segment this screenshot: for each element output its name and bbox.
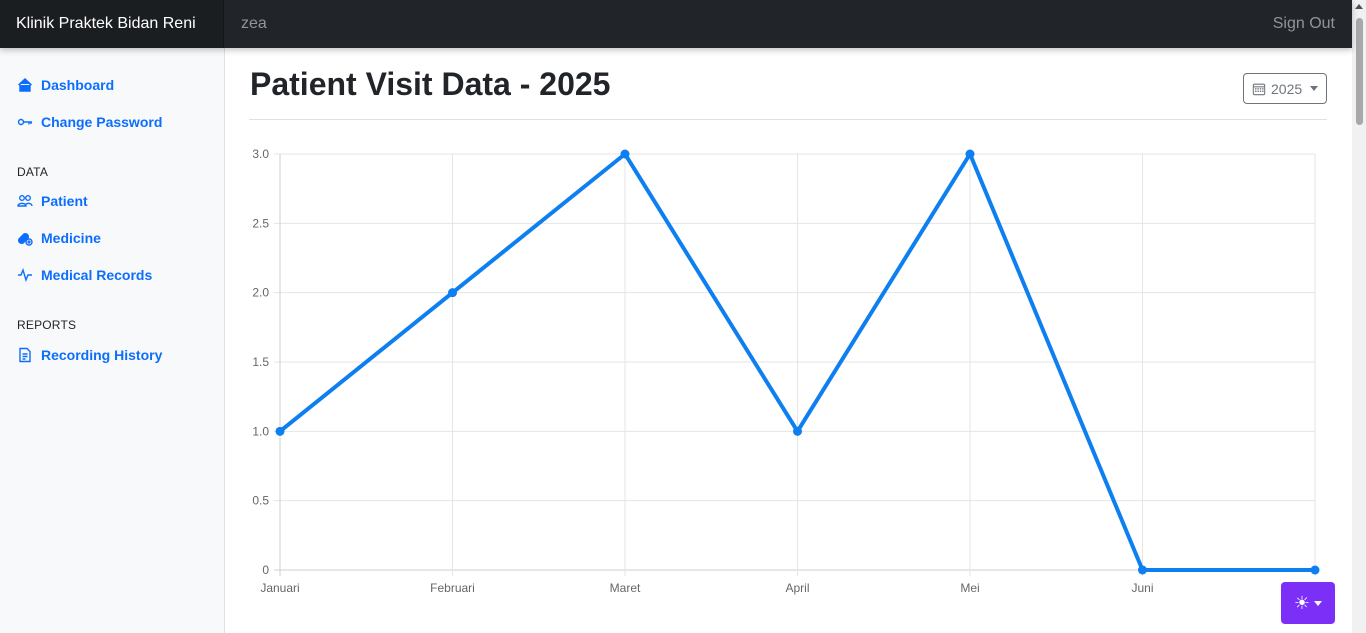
y-tick-label: 2.5 [252, 216, 269, 230]
sidebar-item-label: Dashboard [41, 77, 115, 93]
y-tick-label: 0.5 [252, 494, 269, 508]
file-text-icon [19, 347, 31, 363]
y-tick-label: 0 [262, 563, 269, 577]
page-scrollbar[interactable] [1352, 0, 1366, 633]
patient-visit-chart: 0 0.5 1.0 1.5 2.0 2.5 3.0 Januari Februari Maret A… [252, 147, 1320, 595]
sidebar-item-label: Change Password [41, 114, 163, 130]
divider [249, 119, 1327, 120]
page-title: Patient Visit Data - 2025 [250, 66, 611, 102]
chevron-down-icon [1314, 600, 1323, 606]
scroll-up-arrow-icon[interactable] [1355, 4, 1363, 9]
x-tick-label: Juni [1131, 581, 1153, 595]
sidebar-item-medicine[interactable]: Medicine [17, 230, 101, 246]
capsule-icon [18, 233, 33, 246]
data-point [1310, 565, 1320, 575]
sidebar-item-medical-records[interactable]: Medical Records [17, 267, 152, 283]
chevron-down-icon [1310, 86, 1319, 91]
y-tick-label: 3.0 [252, 147, 269, 161]
x-tick-label: Mei [960, 581, 979, 595]
data-point [965, 149, 975, 159]
y-tick-label: 2.0 [252, 286, 269, 300]
data-point [793, 426, 802, 436]
sidebar-item-label: Patient [41, 193, 88, 209]
year-dropdown-label: 2025 [1271, 80, 1303, 97]
sidebar-item-label: Recording History [41, 347, 163, 363]
y-tick-label: 1.5 [252, 355, 269, 369]
sidebar-item-label: Medicine [41, 230, 101, 246]
brand-title[interactable]: Klinik Praktek Bidan Reni [0, 0, 224, 48]
sign-out-link[interactable]: Sign Out [1272, 15, 1335, 32]
top-navbar: Klinik Praktek Bidan Reni Sign Out [0, 0, 1352, 48]
x-tick-label: April [785, 581, 809, 595]
x-tick-label: Januari [260, 581, 299, 595]
theme-toggle-button[interactable]: ☀ [1281, 582, 1335, 624]
x-tick-label: Februari [430, 581, 475, 595]
sidebar: Dashboard Change Password DATA Patient M… [0, 48, 225, 633]
sidebar-item-change-password[interactable]: Change Password [17, 114, 162, 130]
year-dropdown-button[interactable]: 2025 [1243, 73, 1327, 104]
people-icon [17, 195, 33, 207]
data-point [448, 288, 457, 298]
search-input[interactable] [224, 0, 1024, 48]
sidebar-item-patient[interactable]: Patient [17, 193, 88, 209]
key-icon [17, 118, 32, 126]
x-tick-label: Maret [610, 581, 641, 595]
sidebar-item-dashboard[interactable]: Dashboard [17, 77, 114, 93]
scrollbar-thumb[interactable] [1356, 18, 1363, 125]
section-heading-reports: REPORTS [17, 318, 77, 332]
sun-icon: ☀ [1293, 593, 1311, 613]
data-point [275, 426, 285, 436]
data-point [1138, 565, 1147, 575]
house-icon [18, 78, 32, 92]
y-tick-label: 1.0 [252, 424, 269, 438]
data-point [620, 149, 630, 159]
section-heading-data: DATA [17, 165, 49, 179]
activity-icon [18, 267, 32, 283]
sidebar-item-recording-history[interactable]: Recording History [17, 347, 162, 363]
calendar-icon [1252, 83, 1266, 95]
sidebar-item-label: Medical Records [41, 267, 153, 283]
